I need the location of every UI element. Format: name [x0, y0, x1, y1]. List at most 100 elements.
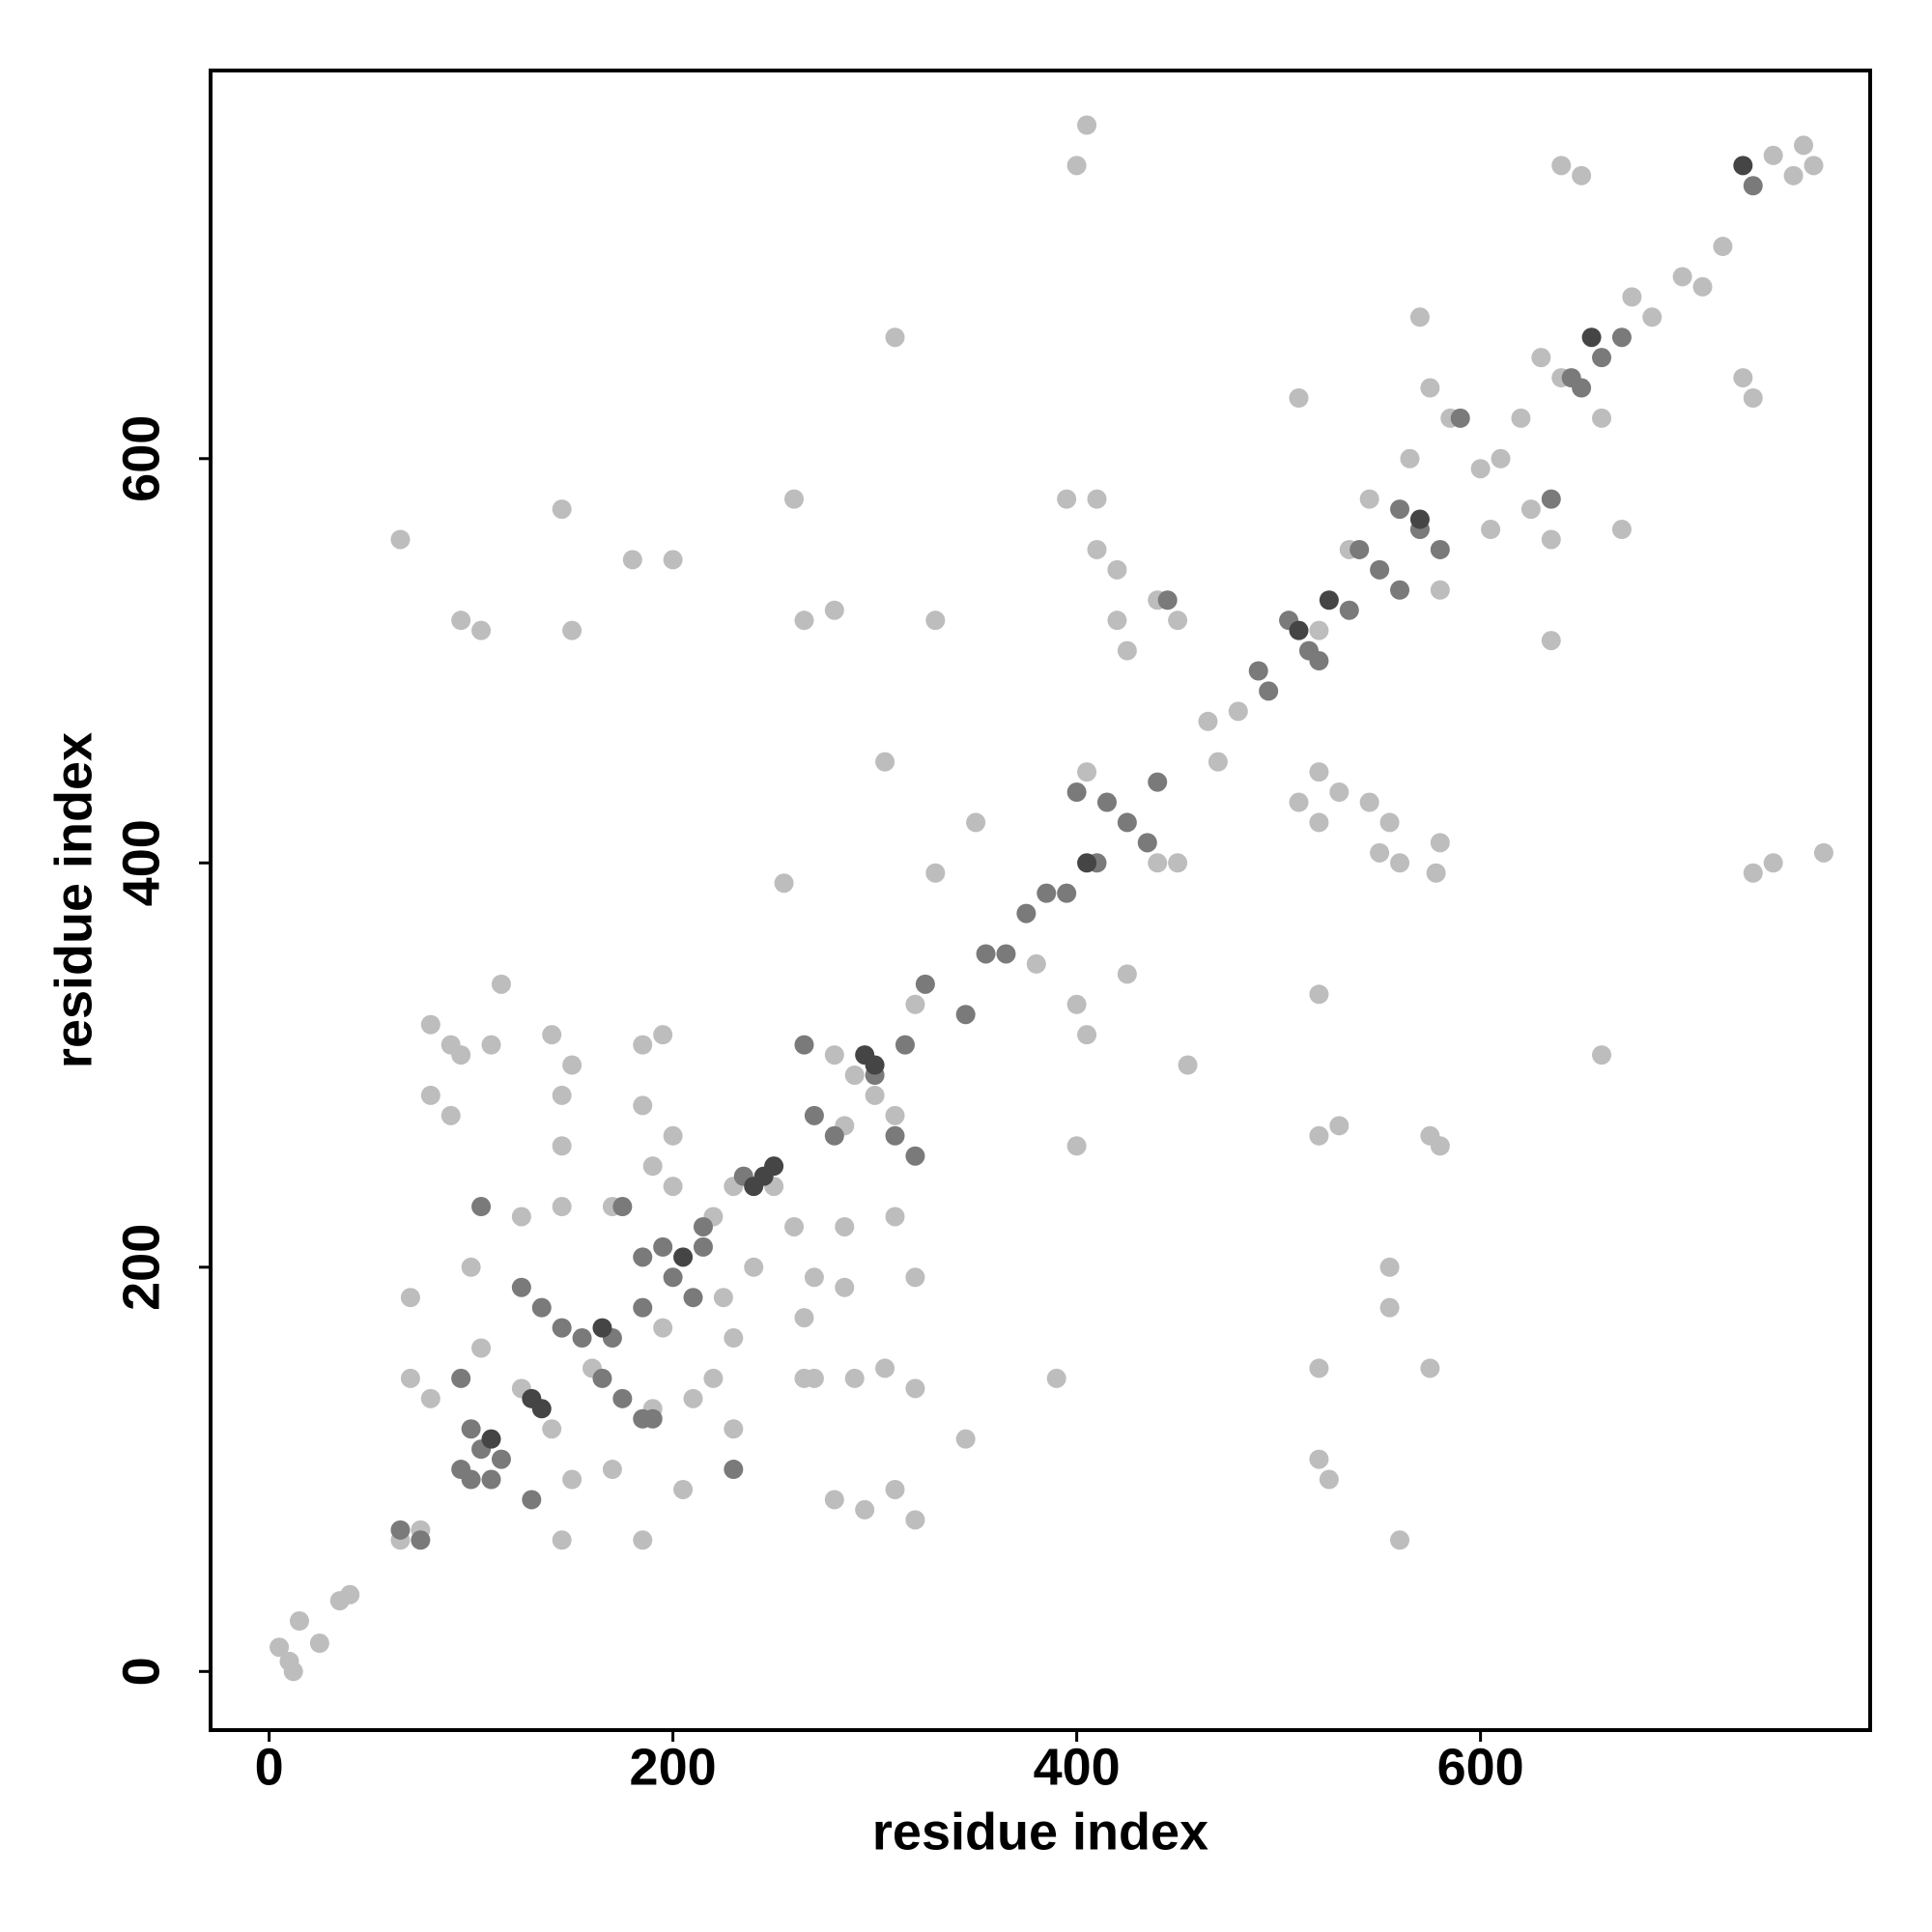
point: [844, 1065, 865, 1086]
point: [1309, 620, 1329, 640]
point: [552, 1085, 572, 1105]
point: [653, 1236, 673, 1257]
point: [1309, 651, 1329, 671]
point: [1733, 368, 1753, 388]
point: [1520, 499, 1541, 520]
point: [602, 1460, 622, 1480]
point: [592, 1318, 612, 1338]
point: [451, 1045, 471, 1065]
point: [673, 1479, 694, 1499]
point: [309, 1634, 329, 1654]
point: [1066, 782, 1087, 803]
point: [1581, 327, 1602, 348]
point: [1289, 620, 1309, 640]
point: [522, 1490, 542, 1510]
point: [1430, 833, 1450, 853]
point: [481, 1469, 501, 1490]
point: [1046, 1368, 1066, 1388]
point: [390, 529, 411, 550]
point: [1794, 135, 1814, 156]
point: [693, 1236, 713, 1257]
point: [1390, 1530, 1410, 1550]
point: [1379, 1297, 1400, 1318]
point: [511, 1277, 531, 1297]
point: [976, 944, 996, 964]
y-tick-label: 200: [112, 1224, 170, 1311]
point: [451, 1368, 471, 1388]
point: [491, 1449, 511, 1469]
point: [552, 1318, 572, 1338]
point: [885, 1125, 905, 1146]
point: [340, 1584, 360, 1605]
point: [905, 1510, 925, 1530]
point: [481, 1429, 501, 1449]
point: [1148, 853, 1168, 873]
point: [1572, 165, 1592, 185]
y-tick-label: 600: [112, 415, 170, 502]
point: [1178, 1055, 1198, 1075]
point: [1168, 853, 1188, 873]
point: [824, 1125, 844, 1146]
point: [542, 1419, 562, 1439]
point: [1551, 156, 1572, 176]
point: [562, 620, 582, 640]
point: [471, 1197, 492, 1217]
point: [824, 600, 844, 620]
point: [1400, 448, 1420, 469]
point: [552, 1197, 572, 1217]
point: [1511, 408, 1531, 428]
point: [915, 974, 935, 994]
y-tick-label: 0: [112, 1657, 170, 1686]
point: [1309, 1358, 1329, 1378]
point: [1289, 387, 1309, 408]
point: [905, 1146, 925, 1166]
y-axis-label: residue index: [44, 732, 102, 1068]
point: [1450, 408, 1470, 428]
point: [1642, 307, 1662, 327]
point: [1370, 842, 1390, 863]
x-tick-label: 0: [255, 1738, 284, 1796]
point: [612, 1197, 633, 1217]
point: [511, 1207, 531, 1227]
point: [1592, 348, 1612, 368]
point: [1077, 853, 1097, 873]
point: [1289, 792, 1309, 812]
point: [1379, 812, 1400, 833]
point: [1117, 640, 1137, 661]
point: [633, 1247, 653, 1267]
point: [552, 1136, 572, 1156]
point: [1026, 953, 1046, 974]
point: [1420, 1358, 1440, 1378]
point: [1208, 752, 1228, 772]
point: [283, 1662, 303, 1682]
x-tick-label: 200: [630, 1738, 717, 1796]
point: [1390, 499, 1410, 520]
point: [1107, 611, 1127, 631]
point: [724, 1460, 744, 1480]
point: [1430, 1136, 1450, 1156]
point: [1309, 984, 1329, 1005]
point: [744, 1177, 764, 1197]
point: [1359, 792, 1379, 812]
point: [1319, 590, 1339, 611]
point: [633, 1530, 653, 1550]
point: [1743, 176, 1763, 196]
point: [592, 1368, 612, 1388]
point: [1309, 812, 1329, 833]
point: [653, 1318, 673, 1338]
point: [1057, 489, 1077, 509]
point: [1783, 165, 1804, 185]
point: [663, 1125, 683, 1146]
point: [1329, 782, 1350, 803]
point: [794, 1368, 814, 1388]
point: [1470, 459, 1491, 479]
point: [461, 1257, 481, 1277]
point: [955, 1429, 976, 1449]
point: [1541, 489, 1561, 509]
point: [1531, 348, 1551, 368]
point: [794, 1035, 814, 1055]
point: [1198, 711, 1218, 731]
point: [673, 1247, 694, 1267]
point: [784, 489, 805, 509]
point: [420, 1388, 440, 1408]
